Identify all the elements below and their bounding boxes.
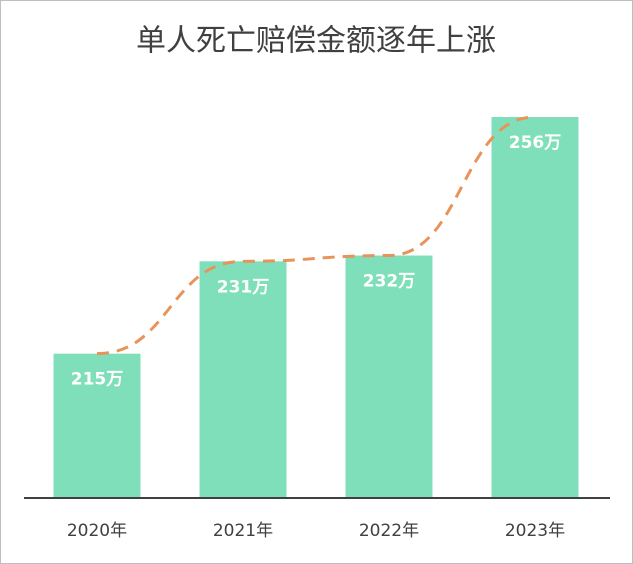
trend-line: [96, 115, 536, 356]
value-label: 232万: [363, 272, 416, 292]
x-tick-label: 2020年: [67, 521, 127, 541]
value-label: 215万: [71, 370, 124, 390]
x-tick-label: 2021年: [213, 521, 273, 541]
value-label: 256万: [509, 133, 562, 153]
bar: [199, 261, 287, 498]
x-tick-label: 2022年: [359, 521, 419, 541]
value-label: 231万: [217, 277, 270, 297]
bar: [345, 255, 433, 498]
bar: [53, 353, 141, 498]
chart-title: 单人死亡赔偿金额逐年上涨: [136, 24, 496, 59]
x-tick-label: 2023年: [505, 521, 565, 541]
bar: [491, 117, 579, 498]
